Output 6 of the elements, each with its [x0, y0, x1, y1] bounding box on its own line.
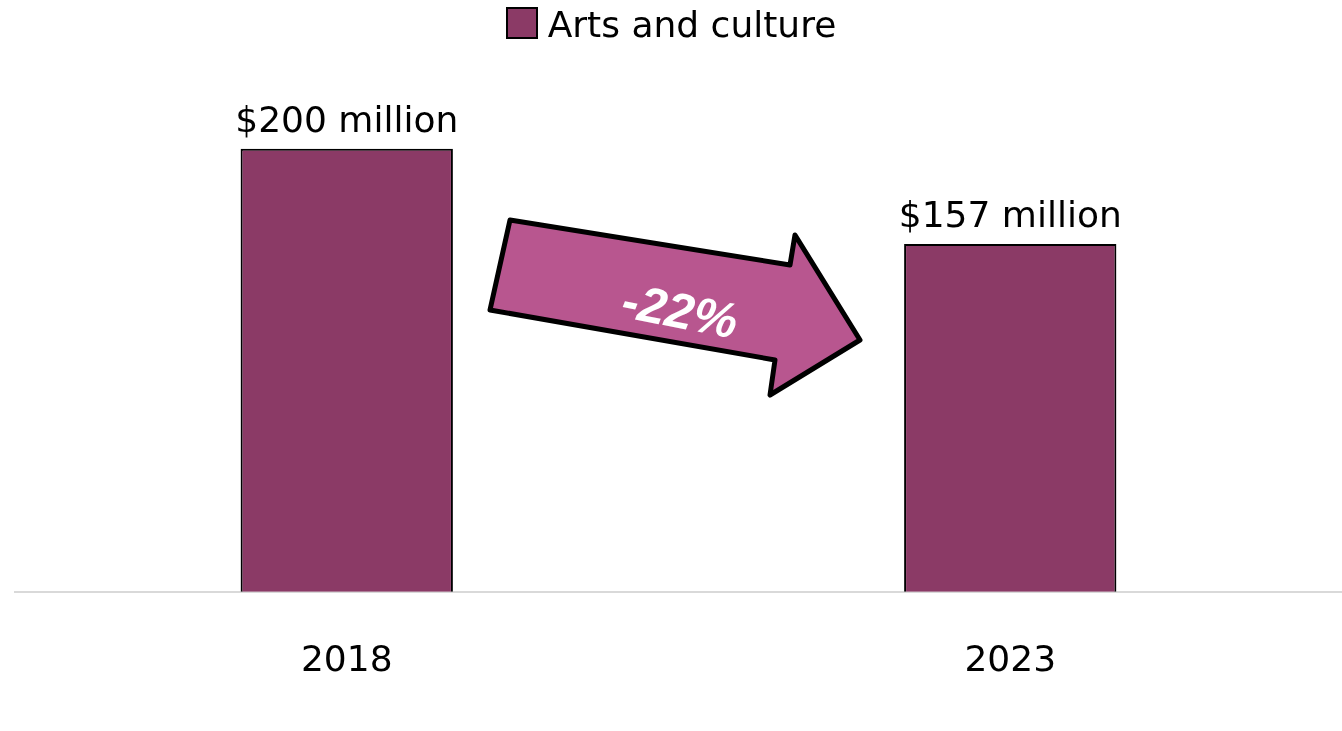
data-label: $200 million: [235, 98, 459, 140]
legend-label: Arts and culture: [547, 4, 837, 45]
x-tick-label: 2018: [300, 637, 393, 679]
annotation: -22%: [616, 271, 744, 352]
x-tick-label: 2023: [964, 637, 1057, 679]
data-label: $157 million: [898, 194, 1122, 236]
